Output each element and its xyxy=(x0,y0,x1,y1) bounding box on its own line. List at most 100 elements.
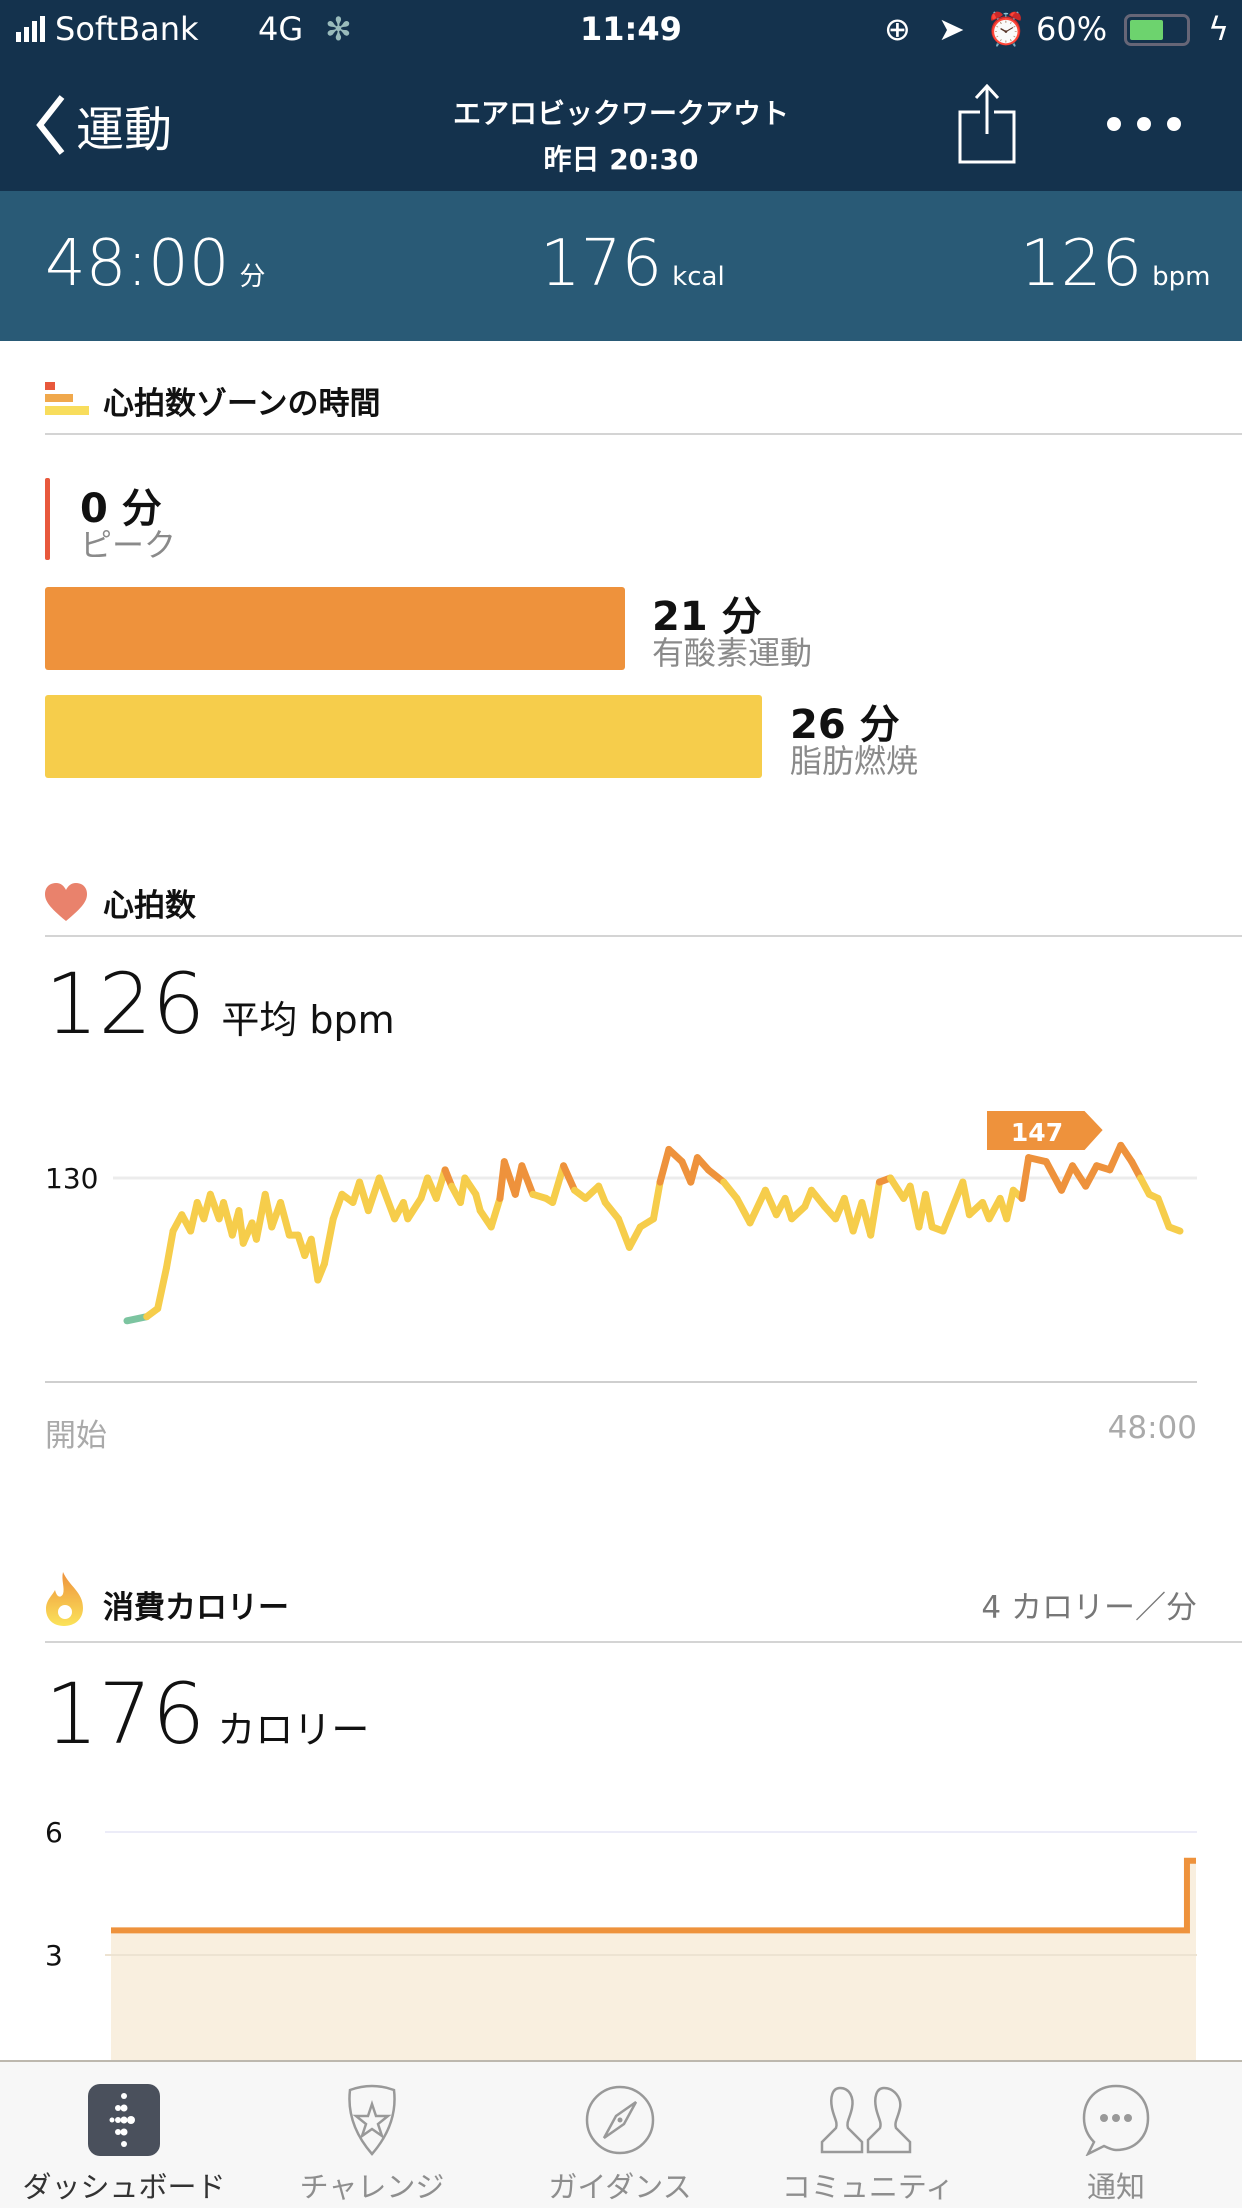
heart-rate-segment xyxy=(687,1154,701,1186)
share-icon[interactable] xyxy=(956,84,1018,164)
heart-rate-segment xyxy=(320,1215,337,1268)
heart-rate-segment xyxy=(1018,1154,1033,1202)
calories-stat: 176 kcal xyxy=(540,227,725,301)
heart-rate-segment xyxy=(761,1186,780,1219)
battery-icon xyxy=(1124,14,1190,46)
tab-label: 通知 xyxy=(1086,2170,1145,2204)
chart-start-label: 開始 xyxy=(45,1418,107,1454)
tab-label: ダッシュボード xyxy=(22,2170,226,2204)
y-tick-label: 6 xyxy=(45,1816,63,1849)
heart-rate-segment xyxy=(487,1194,504,1231)
total-value: 176 xyxy=(45,1665,206,1763)
tab-label: ガイダンス xyxy=(548,2170,692,2204)
people-icon xyxy=(820,2086,912,2154)
compass-icon xyxy=(585,2085,655,2155)
alarm-icon: ⏰ xyxy=(986,10,1026,48)
zone-fat-burn-label: 脂肪燃焼 xyxy=(790,742,919,780)
heart-rate-segment xyxy=(154,1264,170,1313)
fitbit-logo-icon xyxy=(88,2084,160,2156)
average-unit: 平均 bpm xyxy=(221,998,395,1042)
average-value: 126 xyxy=(45,955,206,1053)
heart-rate-segment xyxy=(922,1190,936,1231)
back-button[interactable]: 運動 xyxy=(32,90,172,160)
divider xyxy=(45,433,1242,435)
calories-area xyxy=(111,1860,1196,2060)
calories-value: 176 xyxy=(540,227,663,301)
tab-label: コミュニティ xyxy=(781,2170,955,2204)
calories-rate: 4 カロリー／分 xyxy=(981,1590,1197,1626)
heart-rate-segment xyxy=(404,1194,425,1223)
heart-rate-stat: 126 bpm xyxy=(1020,227,1211,301)
zone-cardio-bar xyxy=(45,587,625,670)
flame-icon xyxy=(46,1572,83,1626)
total-unit: カロリー xyxy=(217,1708,370,1752)
divider xyxy=(45,935,1242,937)
heart-rate-segment xyxy=(1154,1194,1173,1231)
battery-percent: 60% xyxy=(1036,10,1108,48)
heart-rate-chart: 130 147 xyxy=(45,1109,1197,1383)
heart-rate-segment xyxy=(656,1145,673,1186)
tab-bar: ダッシュボード チャレンジ ガイダンス コミュニティ 通知 xyxy=(0,2060,1242,2208)
average-heart-rate: 126 平均 bpm xyxy=(45,955,395,1053)
heart-rate-segment xyxy=(1003,1186,1017,1223)
heart-icon xyxy=(45,883,87,921)
heart-rate-segment xyxy=(1058,1162,1077,1194)
duration-unit: 分 xyxy=(239,262,266,292)
heart-rate-segment xyxy=(733,1194,754,1227)
tab-guidance[interactable]: ガイダンス xyxy=(496,2062,744,2210)
tab-challenges[interactable]: チャレンジ xyxy=(248,2062,496,2210)
tab-community[interactable]: コミュニティ xyxy=(744,2062,992,2210)
heart-rate-segment xyxy=(867,1178,883,1239)
activity-spinner-icon: ✻ xyxy=(325,10,352,48)
calories-heading: 消費カロリー xyxy=(103,1590,289,1626)
signal-icon xyxy=(16,16,45,42)
heart-rate-segment xyxy=(518,1162,537,1198)
heart-rate-segment xyxy=(746,1186,769,1227)
heart-rate-segment xyxy=(277,1198,293,1239)
heart-rate-heading: 心拍数 xyxy=(103,888,196,924)
heart-rate-segment xyxy=(614,1215,633,1251)
heart-rate-value: 126 xyxy=(1020,227,1143,301)
heart-rate-segment xyxy=(650,1178,664,1223)
heart-rate-segment xyxy=(959,1178,973,1219)
zone-cardio-minutes: 21 分 xyxy=(652,594,762,640)
network: 4G xyxy=(258,10,304,48)
back-label: 運動 xyxy=(76,102,173,158)
page-subtitle: 昨日 20:30 xyxy=(543,143,699,176)
tab-label: チャレンジ xyxy=(299,2170,445,2204)
tab-notifications[interactable]: 通知 xyxy=(992,2062,1240,2210)
duration-value: 48:00 xyxy=(45,227,230,301)
clock: 11:49 xyxy=(580,10,682,48)
heart-rate-unit: bpm xyxy=(1152,262,1211,292)
zone-cardio-label: 有酸素運動 xyxy=(652,634,813,672)
more-icon[interactable] xyxy=(1104,114,1184,134)
heart-rate-segment xyxy=(375,1174,399,1223)
zone-peak-bar xyxy=(45,478,50,560)
peak-tooltip: 147 xyxy=(985,1109,1106,1152)
zones-heading: 心拍数ゾーンの時間 xyxy=(103,386,381,422)
tab-dashboard[interactable]: ダッシュボード xyxy=(0,2062,248,2210)
y-tick-label: 130 xyxy=(45,1162,98,1195)
chevron-left-icon xyxy=(36,95,65,155)
total-calories: 176 カロリー xyxy=(45,1665,369,1763)
page-title: エアロビックワークアウト xyxy=(452,97,789,130)
chart-end-label: 48:00 xyxy=(1107,1410,1197,1446)
duration-stat: 48:00 分 xyxy=(45,227,265,301)
heart-rate-segment xyxy=(886,1174,908,1202)
status-bar: SoftBank 4G ✻ 11:49 ⊕ ➤ ⏰ 60% ϟ xyxy=(0,0,1242,60)
calories-chart: 63 xyxy=(45,1816,1197,2060)
divider xyxy=(45,1641,1242,1643)
heart-rate-segment xyxy=(1069,1162,1090,1190)
charging-icon: ϟ xyxy=(1208,10,1230,48)
heart-rate-segment xyxy=(1082,1162,1101,1190)
zone-fat-burn-bar xyxy=(45,695,762,778)
rotation-lock-icon: ⊕ xyxy=(884,10,911,48)
heart-rate-segment xyxy=(162,1227,177,1272)
zone-peak-label: ピーク xyxy=(80,526,177,564)
carrier: SoftBank xyxy=(55,10,199,48)
heart-rate-segment xyxy=(625,1223,644,1251)
calories-line xyxy=(111,1857,1196,1934)
zone-fat-burn-minutes: 26 分 xyxy=(790,702,900,748)
heart-rate-segment xyxy=(307,1235,322,1284)
calories-unit: kcal xyxy=(672,262,725,292)
